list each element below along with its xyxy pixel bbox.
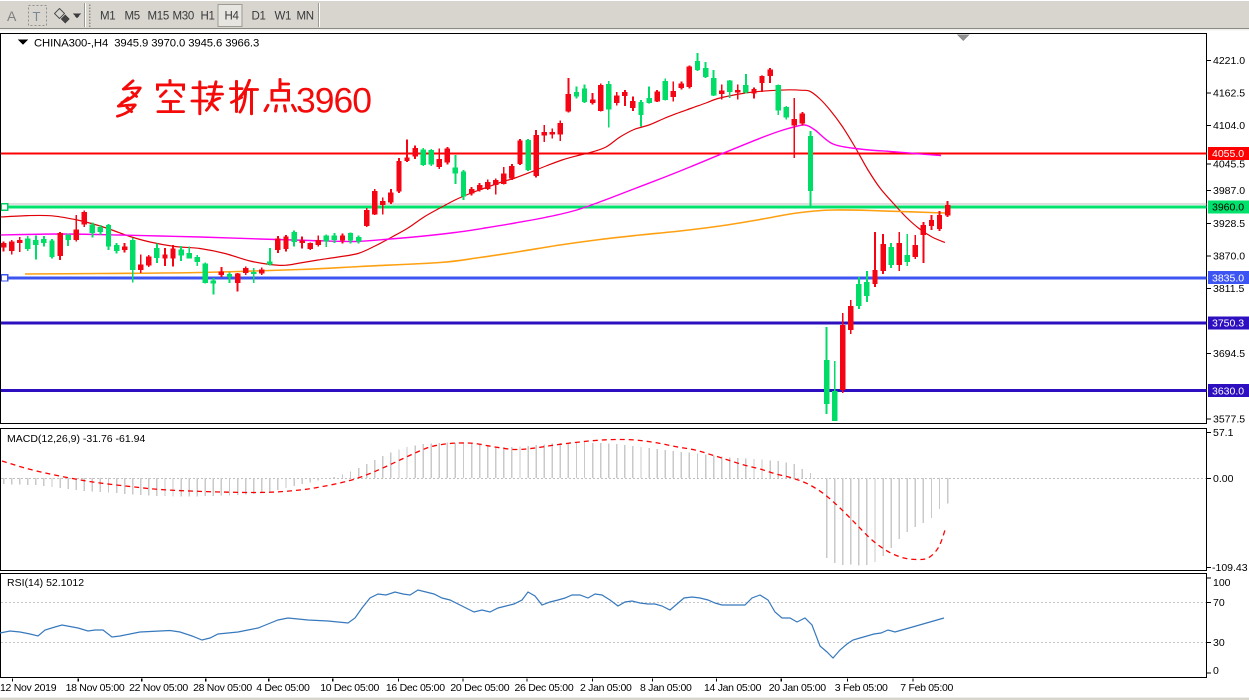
svg-text:-109.43: -109.43: [1212, 562, 1248, 574]
svg-text:3870.0: 3870.0: [1213, 250, 1245, 262]
svg-text:20 Dec 05:00: 20 Dec 05:00: [450, 682, 509, 694]
svg-text:3750.3: 3750.3: [1212, 318, 1244, 330]
svg-text:26 Dec 05:00: 26 Dec 05:00: [515, 682, 574, 694]
svg-text:28 Nov 05:00: 28 Nov 05:00: [193, 682, 252, 694]
svg-text:3960.0: 3960.0: [1212, 202, 1244, 214]
svg-text:30: 30: [1213, 637, 1225, 649]
svg-text:H4: H4: [225, 11, 240, 23]
svg-text:A: A: [7, 8, 17, 24]
svg-text:CHINA300-,H4 3945.9 3970.0 39: CHINA300-,H4 3945.9 3970.0 3945.6 3966.3: [34, 38, 259, 50]
svg-text:3835.0: 3835.0: [1212, 272, 1244, 284]
svg-text:MN: MN: [297, 11, 314, 23]
svg-text:22 Nov 05:00: 22 Nov 05:00: [129, 682, 188, 694]
svg-text:20 Jan 05:00: 20 Jan 05:00: [769, 682, 827, 694]
svg-text:M15: M15: [148, 11, 169, 23]
svg-text:8 Jan 05:00: 8 Jan 05:00: [640, 682, 692, 694]
svg-text:H1: H1: [201, 11, 215, 23]
svg-text:7 Feb 05:00: 7 Feb 05:00: [900, 682, 953, 694]
svg-text:0.00: 0.00: [1213, 473, 1234, 485]
svg-text:MACD(12,26,9) -31.76 -61.94: MACD(12,26,9) -31.76 -61.94: [7, 433, 145, 445]
svg-text:4045.5: 4045.5: [1213, 159, 1245, 171]
svg-text:57.1: 57.1: [1213, 427, 1234, 439]
svg-text:4162.5: 4162.5: [1213, 88, 1245, 100]
svg-text:12 Nov 2019: 12 Nov 2019: [0, 682, 57, 694]
svg-text:16 Dec 05:00: 16 Dec 05:00: [386, 682, 445, 694]
svg-text:4055.0: 4055.0: [1212, 148, 1244, 160]
svg-text:0: 0: [1213, 665, 1219, 677]
svg-text:3694.5: 3694.5: [1213, 348, 1245, 360]
svg-text:M1: M1: [100, 11, 115, 23]
svg-text:4104.0: 4104.0: [1213, 120, 1245, 132]
svg-text:3928.5: 3928.5: [1213, 218, 1245, 230]
svg-text:3987.0: 3987.0: [1213, 185, 1245, 197]
svg-text:M5: M5: [125, 11, 140, 23]
svg-text:4221.0: 4221.0: [1213, 55, 1245, 67]
svg-text:10 Dec 05:00: 10 Dec 05:00: [320, 682, 379, 694]
svg-text:3811.5: 3811.5: [1213, 283, 1244, 295]
svg-text:2 Jan 05:00: 2 Jan 05:00: [580, 682, 632, 694]
svg-text:3 Feb 05:00: 3 Feb 05:00: [835, 682, 888, 694]
svg-text:14 Jan 05:00: 14 Jan 05:00: [704, 682, 762, 694]
svg-text:D1: D1: [252, 11, 266, 23]
svg-text:100: 100: [1213, 577, 1231, 589]
svg-text:4 Dec 05:00: 4 Dec 05:00: [256, 682, 310, 694]
svg-text:RSI(14) 52.1012: RSI(14) 52.1012: [7, 577, 84, 589]
svg-text:T: T: [33, 9, 41, 24]
svg-text:M30: M30: [173, 11, 194, 23]
svg-text:W1: W1: [275, 11, 292, 23]
svg-text:3960: 3960: [296, 81, 371, 121]
svg-text:3577.5: 3577.5: [1213, 413, 1245, 425]
svg-text:18 Nov 05:00: 18 Nov 05:00: [66, 682, 125, 694]
svg-text:3630.0: 3630.0: [1212, 385, 1244, 397]
svg-text:70: 70: [1213, 597, 1225, 609]
